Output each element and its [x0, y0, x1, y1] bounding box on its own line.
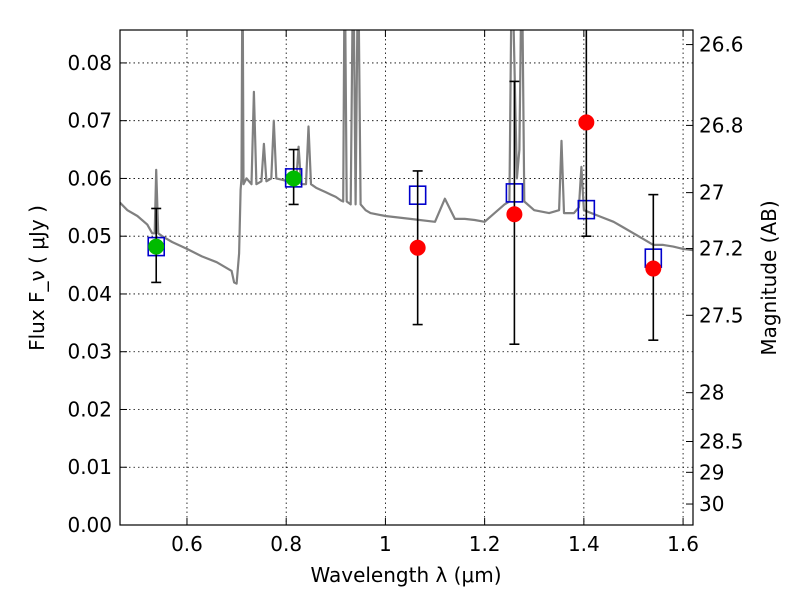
spectrum-layer [120, 30, 693, 285]
y-tick-label: 0.02 [67, 397, 112, 421]
y2-tick-label: 26.6 [699, 33, 744, 57]
markers-layer [147, 30, 663, 346]
x-axis-title: Wavelength λ (μm) [310, 563, 501, 587]
low-significance-fluxes-point [409, 239, 426, 256]
y-tick-label: 0.03 [67, 340, 112, 364]
plot-background [120, 30, 693, 525]
y-tick-label: 0.06 [67, 166, 112, 190]
x-tick-label: 1.4 [568, 532, 600, 556]
y2-tick-label: 27 [699, 181, 724, 205]
y2-tick-label: 28.5 [699, 430, 744, 454]
low-significance-fluxes-point [506, 206, 523, 223]
x-axis: 0.6 0.8 1 1.2 1.4 1.6 [171, 30, 699, 556]
x-tick-label: 1 [379, 532, 392, 556]
low-significance-fluxes-point [578, 114, 595, 131]
y-tick-label: 0.08 [67, 51, 112, 75]
plot-frame [119, 29, 694, 526]
y2-tick-label: 26.8 [699, 113, 744, 137]
low-significance-fluxes-point [645, 260, 662, 277]
y2-tick-label: 27.2 [699, 237, 744, 261]
y-tick-label: 0.07 [67, 109, 112, 133]
x-tick-label: 1.6 [667, 532, 699, 556]
y2-tick-label: 30 [699, 492, 724, 516]
y-tick-label: 0.00 [67, 513, 112, 537]
y-tick-label: 0.05 [67, 224, 112, 248]
y2-axis: 26.6 26.8 27 27.2 27.5 28 28.5 29 30 [686, 33, 744, 516]
y-tick-label: 0.04 [67, 282, 112, 306]
x-tick-label: 0.6 [171, 532, 203, 556]
y-tick-label: 0.01 [67, 455, 112, 479]
y2-tick-label: 29 [699, 460, 724, 484]
detections-point [148, 238, 165, 255]
y2-tick-label: 27.5 [699, 303, 744, 327]
y2-tick-label: 28 [699, 381, 724, 405]
model-spectrum-line [120, 30, 693, 285]
x-tick-label: 0.8 [270, 532, 302, 556]
y-axis: 0.00 0.01 0.02 0.03 0.04 0.05 0.06 0.07 0.08 [67, 51, 127, 537]
y2-axis-title: Magnitude (AB) [757, 200, 781, 355]
detections-point [285, 170, 302, 187]
x-tick-label: 1.2 [469, 532, 501, 556]
y-axis-title: Flux F_ν ( μJy ) [25, 205, 49, 351]
